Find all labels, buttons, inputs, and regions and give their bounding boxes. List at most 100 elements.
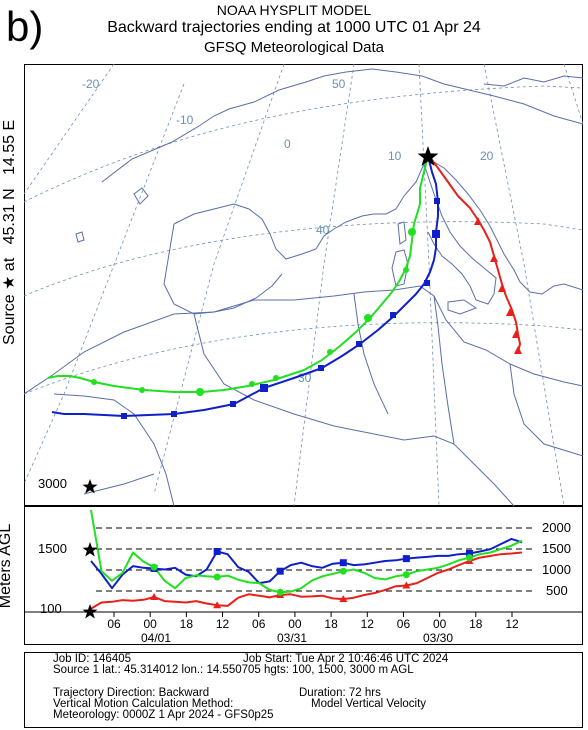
blue-marker	[121, 413, 127, 419]
height-line-3000	[90, 509, 523, 594]
source-label: Source ★ at	[1, 257, 18, 345]
green-marker	[196, 388, 204, 396]
lon-label-m10: -10	[176, 113, 194, 127]
trajectory-markers	[91, 198, 522, 419]
lat-label-40: 40	[316, 223, 330, 237]
lon-label-10: 10	[388, 149, 402, 163]
coast-corsica	[397, 221, 407, 245]
height-marker-1500	[339, 559, 347, 567]
coast-island-w	[133, 187, 149, 205]
graticule-labels: -20 -10 0 10 20 50 40 30	[82, 77, 494, 385]
blue-marker	[432, 230, 440, 238]
meters-agl-label: Meters AGL	[0, 523, 14, 609]
green-marker	[139, 387, 145, 393]
source-star-icon	[417, 146, 439, 166]
blue-marker	[390, 312, 396, 318]
coast-balkans	[433, 161, 583, 295]
x-tick-label: 18	[324, 617, 338, 631]
x-tick-label: 00	[288, 617, 302, 631]
height-marker-1500	[402, 555, 410, 563]
height-marker-3000	[339, 567, 347, 575]
height-lines	[90, 509, 523, 610]
meteorology-title: GFSQ Meteorological Data	[203, 39, 385, 56]
height-marker-100	[402, 581, 411, 589]
x-tick-label: 12	[216, 617, 230, 631]
height-marker-100	[339, 595, 348, 603]
coast-italy	[423, 163, 497, 305]
height-marker-3000	[465, 554, 473, 562]
red-marker	[512, 330, 520, 338]
height-marker-3000	[213, 573, 221, 581]
lat-label-50: 50	[332, 77, 346, 91]
source-lat: 45.31 N	[1, 188, 18, 245]
x-ticks: 06 00 18 12 06 00 18 12 06 00 18 12	[107, 612, 519, 631]
green-marker	[327, 349, 333, 355]
map-frame	[24, 64, 583, 506]
graticule-lon-0	[293, 64, 355, 506]
blue-markers	[121, 198, 440, 419]
x-tick-label: 18	[180, 617, 194, 631]
trajectory-map: -20 -10 0 10 20 50 40 30	[24, 64, 583, 506]
border-africa-6	[83, 473, 155, 495]
graticule-lon-10	[418, 64, 440, 506]
graticule-lon-m20	[24, 83, 185, 485]
coast-sardinia	[391, 249, 409, 287]
job-id: Job ID: 146405	[53, 653, 132, 665]
meteorology-info: Meteorology: 0000Z 1 Apr 2024 - GFS0p25	[53, 709, 274, 721]
vertical-method-label: Vertical Motion Calculation Method:	[53, 698, 234, 710]
right-axis-labels: 2000 1500 1000 500	[542, 520, 571, 598]
trajectory-blue-1500m	[51, 155, 439, 417]
height-marker-100	[213, 601, 222, 609]
red-markers	[474, 217, 522, 354]
blue-marker	[171, 411, 177, 417]
border-africa-2	[193, 313, 515, 506]
green-marker	[408, 228, 416, 236]
blue-marker	[318, 365, 324, 371]
date-labels: 04/01 03/31 03/30	[141, 631, 453, 645]
left-label-3000: 3000	[38, 476, 67, 491]
height-gridlines	[96, 527, 534, 592]
height-chart-frame	[24, 506, 583, 645]
blue-marker	[434, 198, 440, 204]
red-marker	[514, 346, 522, 354]
graticule-lon-30	[563, 64, 583, 125]
coast-island-far-w	[75, 231, 85, 243]
left-label-100: 100	[40, 601, 62, 616]
date-label-0401: 04/01	[141, 631, 171, 645]
coast-north-africa	[24, 285, 583, 395]
blue-marker	[230, 401, 236, 407]
border-africa-5	[509, 363, 583, 457]
green-marker	[364, 314, 372, 322]
height-marker-3000	[276, 588, 284, 596]
x-tick-label: 06	[397, 617, 411, 631]
height-line-1500	[90, 537, 523, 590]
height-chart: 06 00 18 12 06 00 18 12 06 00 18 12 2000 1500 1000 …	[24, 506, 583, 645]
coastlines	[24, 68, 583, 506]
start-star-3000-icon	[82, 479, 98, 494]
border-africa-4	[433, 295, 455, 445]
source-location-label: Source ★ at 45.31 N 14.55 E	[0, 120, 19, 345]
date-label-0330: 03/30	[423, 631, 453, 645]
lon-label-20: 20	[480, 149, 494, 163]
graticule-lat-30	[24, 322, 583, 395]
right-label-1000: 1000	[542, 562, 571, 577]
height-markers	[150, 547, 474, 609]
x-tick-label: 12	[361, 617, 375, 631]
start-star-100-icon	[82, 604, 98, 619]
red-marker	[474, 217, 482, 225]
green-marker	[273, 375, 279, 381]
coast-scandinavia	[483, 75, 583, 87]
height-marker-100	[150, 593, 159, 601]
right-label-2000: 2000	[542, 520, 571, 535]
graticule-lat-50	[24, 85, 583, 203]
left-label-1500: 1500	[38, 541, 67, 556]
panel-letter: b)	[6, 3, 44, 50]
coast-north	[101, 68, 583, 183]
job-info-box: Job ID: 146405 Job Start: Tue Apr 2 10:4…	[24, 652, 583, 728]
graticule	[24, 64, 583, 506]
height-marker-1500	[276, 567, 284, 575]
date-label-0331: 03/31	[277, 631, 307, 645]
height-marker-1500	[465, 550, 473, 558]
x-tick-label: 00	[144, 617, 158, 631]
coast-iberia-france	[173, 163, 425, 260]
